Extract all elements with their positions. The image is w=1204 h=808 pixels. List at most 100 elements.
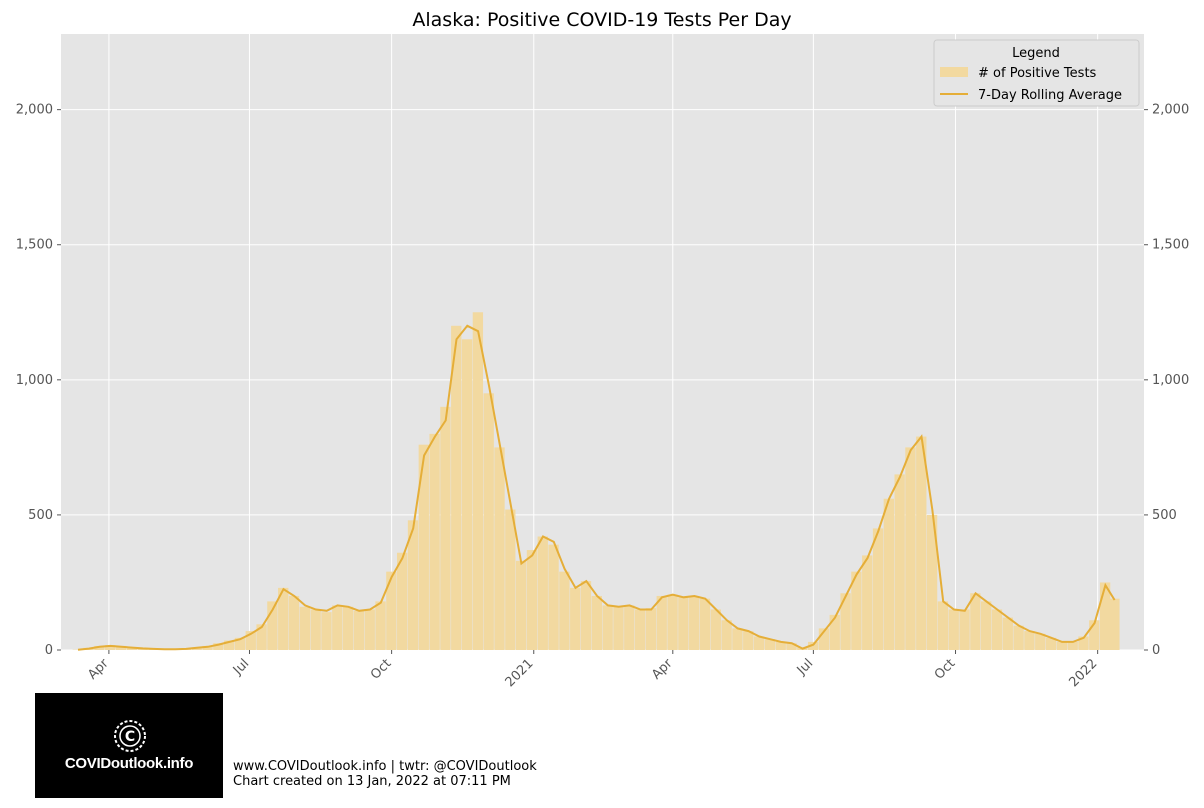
x-tick-label: Jul bbox=[230, 656, 252, 678]
positive-tests-bar bbox=[278, 587, 289, 650]
positive-tests-bar bbox=[775, 641, 786, 650]
positive-tests-bar bbox=[245, 631, 256, 650]
positive-tests-bar bbox=[451, 325, 462, 650]
positive-tests-bar bbox=[440, 406, 451, 650]
positive-tests-bar bbox=[461, 339, 473, 650]
positive-tests-bar bbox=[515, 560, 527, 650]
y-tick-label-left: 0 bbox=[45, 643, 53, 658]
covidoutlook-logo: C COVIDoutlook.info bbox=[35, 693, 223, 798]
positive-tests-bar bbox=[689, 595, 700, 650]
positive-tests-bar bbox=[981, 601, 992, 650]
positive-tests-bar bbox=[883, 498, 894, 650]
positive-tests-bar bbox=[1013, 625, 1024, 650]
positive-tests-bar bbox=[624, 605, 635, 650]
x-axis-ticks: Apr Jul Oct 2021 Apr Jul Oct 2022 bbox=[85, 650, 1100, 690]
positive-tests-bar bbox=[732, 628, 743, 650]
positive-tests-bar bbox=[580, 581, 592, 650]
positive-tests-bar bbox=[256, 624, 267, 650]
positive-tests-bar bbox=[202, 645, 213, 650]
positive-tests-bar bbox=[829, 614, 840, 650]
positive-tests-bar bbox=[526, 550, 538, 650]
y-tick-label-left: 1,000 bbox=[16, 373, 53, 388]
positive-tests-bar bbox=[678, 597, 689, 650]
positive-tests-bar bbox=[602, 605, 613, 650]
rolling-average-line bbox=[77, 324, 1116, 651]
covid-chart: Alaska: Positive COVID-19 Tests Per Day … bbox=[16, 9, 1189, 690]
positive-tests-bar bbox=[862, 555, 873, 650]
legend-title: Legend bbox=[1012, 46, 1060, 61]
positive-tests-bar bbox=[94, 645, 105, 650]
positive-tests-bar bbox=[299, 606, 311, 650]
positive-tests-bar bbox=[570, 587, 581, 650]
y-axis-ticks: 0 0 500 500 1,000 1,000 1,500 1,500 2,000 2,000 bbox=[16, 103, 1189, 658]
y-tick-label-left: 2,000 bbox=[16, 103, 53, 118]
positive-tests-bar bbox=[591, 595, 602, 650]
positive-tests-bar bbox=[807, 641, 819, 650]
x-tick-label: Oct bbox=[368, 656, 395, 683]
positive-tests-bars bbox=[72, 312, 1120, 650]
y-tick-label-left: 500 bbox=[28, 508, 53, 523]
positive-tests-bar bbox=[613, 606, 624, 650]
positive-tests-bar bbox=[872, 528, 884, 650]
svg-text:C: C bbox=[125, 729, 135, 745]
gridlines bbox=[61, 34, 1144, 651]
legend-bar-swatch bbox=[940, 67, 968, 77]
positive-tests-bar bbox=[1056, 641, 1068, 650]
y-tick-label-right: 500 bbox=[1152, 508, 1177, 523]
positive-tests-bar bbox=[916, 436, 927, 650]
logo-c-icon: C bbox=[114, 720, 146, 752]
positive-tests-bar bbox=[894, 474, 905, 650]
x-tick-label: Jul bbox=[794, 656, 816, 678]
positive-tests-bar bbox=[1035, 633, 1046, 650]
y-tick-label-left: 1,500 bbox=[16, 238, 53, 253]
positive-tests-bar bbox=[753, 636, 765, 650]
positive-tests-bar bbox=[1089, 620, 1100, 650]
positive-tests-bar bbox=[1078, 636, 1089, 650]
positive-tests-bar bbox=[397, 552, 408, 650]
x-tick-label: 2021 bbox=[503, 656, 537, 690]
positive-tests-bar bbox=[818, 628, 830, 650]
positive-tests-bar bbox=[105, 645, 116, 650]
positive-tests-bar bbox=[115, 645, 127, 650]
positive-tests-bar bbox=[948, 609, 959, 650]
positive-tests-bar bbox=[1045, 637, 1057, 650]
footer-links: www.COVIDoutlook.info | twtr: @COVIDoutl… bbox=[233, 759, 537, 774]
legend: Legend # of Positive Tests 7-Day Rolling… bbox=[933, 39, 1140, 107]
positive-tests-bar bbox=[1002, 617, 1013, 650]
positive-tests-bar bbox=[1109, 598, 1120, 650]
positive-tests-bar bbox=[332, 605, 343, 650]
positive-tests-bar bbox=[223, 640, 235, 650]
positive-tests-bar bbox=[851, 571, 862, 650]
positive-tests-bar bbox=[1024, 631, 1035, 650]
positive-tests-bar bbox=[126, 647, 137, 650]
positive-tests-bar bbox=[667, 594, 678, 650]
positive-tests-bar bbox=[310, 609, 321, 650]
positive-tests-bar bbox=[645, 608, 657, 650]
positive-tests-bar bbox=[1099, 582, 1111, 650]
x-tick-label: Apr bbox=[649, 656, 676, 683]
legend-bar-label: # of Positive Tests bbox=[978, 66, 1097, 81]
positive-tests-bar bbox=[288, 595, 300, 650]
plot-area bbox=[61, 34, 1144, 650]
positive-tests-bar bbox=[483, 393, 494, 650]
x-tick-label: Apr bbox=[85, 656, 112, 683]
positive-tests-bar bbox=[634, 609, 646, 650]
positive-tests-bar bbox=[429, 433, 440, 650]
positive-tests-bar bbox=[699, 598, 711, 650]
positive-tests-bar bbox=[905, 447, 916, 650]
positive-tests-bar bbox=[267, 601, 278, 650]
positive-tests-bar bbox=[721, 620, 732, 650]
positive-tests-bar bbox=[472, 312, 484, 650]
positive-tests-bar bbox=[937, 601, 949, 650]
positive-tests-bar bbox=[559, 571, 570, 650]
x-tick-label: Oct bbox=[932, 656, 959, 683]
positive-tests-bar bbox=[375, 601, 386, 650]
positive-tests-bar bbox=[656, 595, 667, 650]
footer: www.COVIDoutlook.info | twtr: @COVIDoutl… bbox=[233, 759, 537, 789]
positive-tests-bar bbox=[407, 520, 419, 650]
positive-tests-bar bbox=[786, 643, 797, 650]
y-tick-label-right: 2,000 bbox=[1152, 103, 1189, 118]
legend-line-label: 7-Day Rolling Average bbox=[978, 88, 1122, 103]
positive-tests-bar bbox=[548, 544, 559, 650]
positive-tests-bar bbox=[710, 609, 721, 650]
